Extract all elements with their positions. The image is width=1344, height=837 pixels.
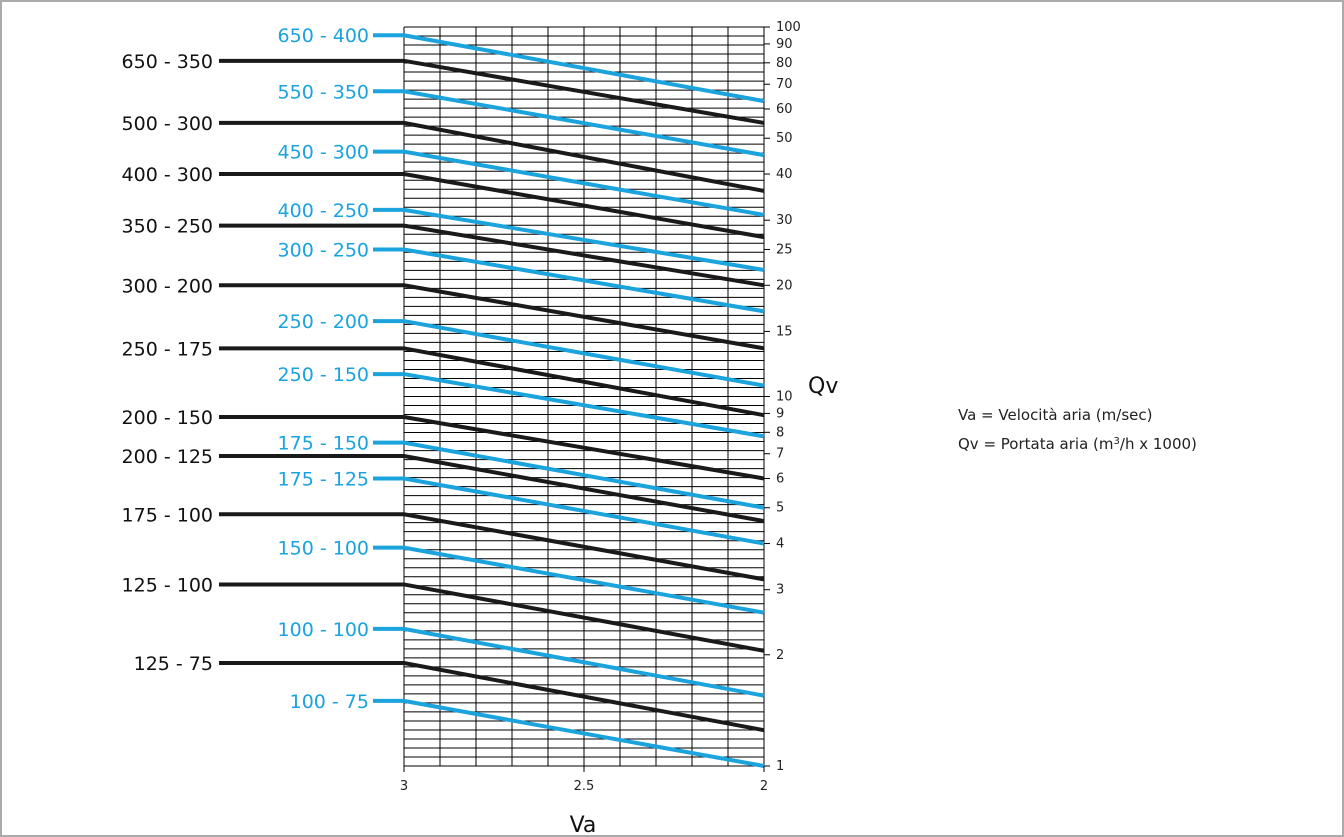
y-tick-label: 10	[776, 390, 793, 405]
x-tick-label: 2	[760, 779, 768, 794]
y-tick-label: 80	[776, 56, 793, 71]
series-label: 175 - 125	[278, 468, 369, 490]
y-tick-label: 100	[776, 20, 801, 35]
y-tick-label: 2	[776, 648, 784, 663]
x-tick-label: 2.5	[574, 779, 595, 794]
y-tick-label: 50	[776, 131, 793, 146]
series-label: 300 - 200	[122, 275, 213, 297]
series-label: 200 - 125	[122, 446, 213, 468]
legend-va: Va = Velocità aria (m/sec)	[958, 406, 1152, 424]
y-tick-label: 90	[776, 37, 793, 52]
legend-qv-suffix: /h x 1000)	[1120, 435, 1197, 453]
x-axis-title: Va	[570, 813, 597, 837]
series-label: 250 - 150	[278, 364, 369, 386]
y-tick-label: 60	[776, 102, 793, 117]
series-label: 200 - 150	[122, 407, 213, 429]
y-tick-label: 7	[776, 447, 784, 462]
series-label: 400 - 250	[278, 200, 369, 222]
series-label: 175 - 100	[122, 504, 213, 526]
series-label: 650 - 400	[278, 25, 369, 47]
series-label: 250 - 200	[278, 311, 369, 333]
series-label: 125 - 75	[134, 653, 213, 675]
series-label: 450 - 300	[278, 142, 369, 164]
series-label: 125 - 100	[122, 574, 213, 596]
y-tick-label: 5	[776, 501, 784, 516]
legend-qv: Qv = Portata aria (m3/h x 1000)	[958, 435, 1197, 453]
y-tick-label: 8	[776, 425, 784, 440]
series-label: 175 - 150	[278, 433, 369, 455]
y-tick-label: 3	[776, 583, 784, 598]
series-label: 400 - 300	[122, 164, 213, 186]
y-tick-label: 25	[776, 242, 793, 257]
y-axis-title: Qv	[808, 374, 838, 399]
y-tick-label: 40	[776, 167, 793, 182]
series-label: 350 - 250	[122, 216, 213, 238]
series-label: 550 - 350	[278, 81, 369, 103]
series-label: 650 - 350	[122, 51, 213, 73]
y-tick-label: 1	[776, 759, 784, 774]
series-label: 100 - 75	[290, 691, 369, 713]
series-label: 100 - 100	[278, 619, 369, 641]
y-tick-label: 4	[776, 537, 784, 552]
series-label: 250 - 175	[122, 338, 213, 360]
series-label: 500 - 300	[122, 113, 213, 135]
x-tick-label: 3	[400, 779, 408, 794]
y-tick-label: 70	[776, 77, 793, 92]
series-label: 300 - 250	[278, 239, 369, 261]
series-label: 150 - 100	[278, 538, 369, 560]
y-tick-label: 9	[776, 406, 784, 421]
y-tick-label: 6	[776, 471, 784, 486]
y-tick-label: 30	[776, 213, 793, 228]
legend-qv-prefix: Qv = Portata aria (m	[958, 435, 1114, 453]
y-tick-label: 15	[776, 324, 793, 339]
y-tick-label: 20	[776, 278, 793, 293]
